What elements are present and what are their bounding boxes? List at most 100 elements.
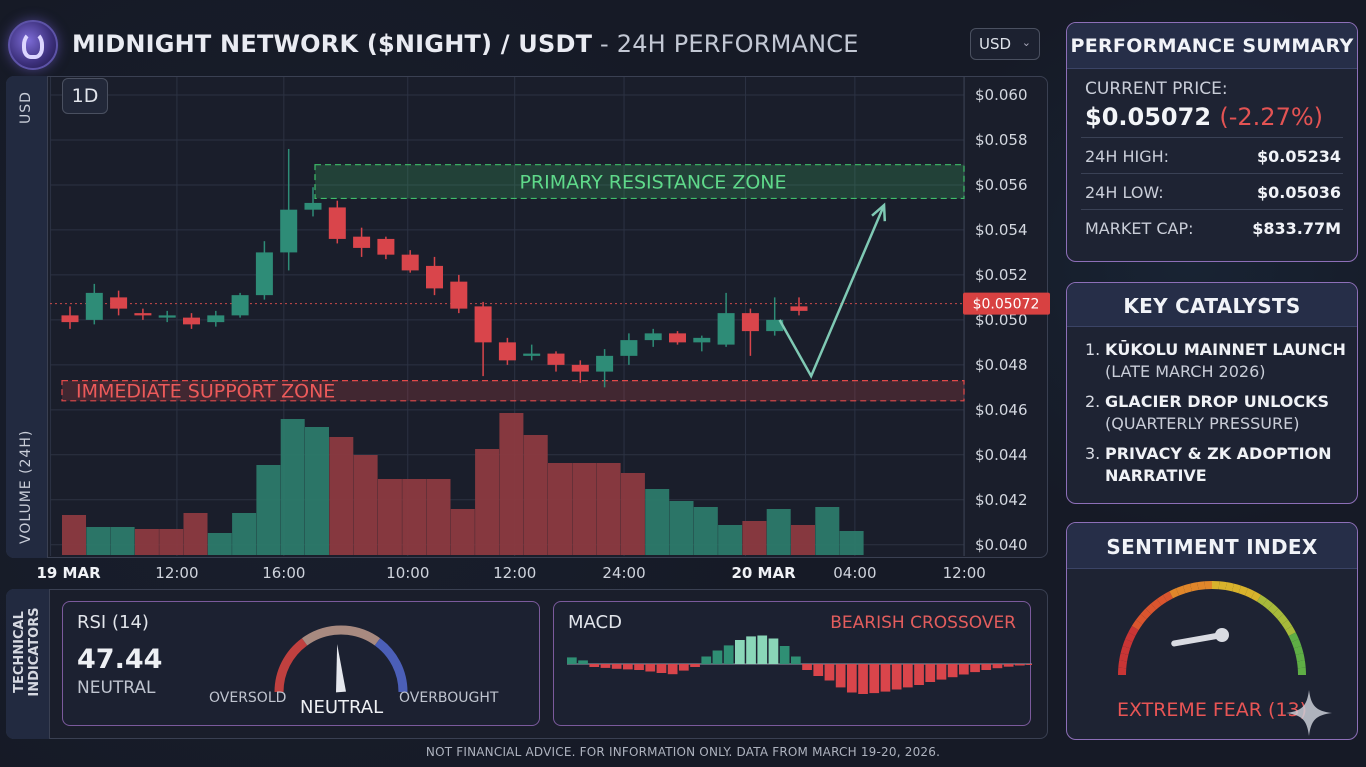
sentiment-gauge-segment	[1288, 632, 1299, 643]
indicators-label-line-1: TECHNICAL	[12, 611, 27, 693]
volume-bar	[86, 527, 111, 555]
catalyst-number: 1.	[1085, 340, 1101, 359]
sentiment-gauge-segment	[1156, 594, 1168, 606]
macd-bar	[947, 664, 958, 678]
sentiment-gauge-segment	[1190, 582, 1199, 592]
macd-bar	[600, 664, 611, 668]
macd-bar	[567, 657, 577, 664]
rsi-gauge-segment	[374, 638, 408, 693]
candle-body	[134, 313, 152, 316]
sentiment-gauge-segment	[1238, 585, 1248, 596]
volume-bar	[207, 533, 232, 555]
key-catalysts-panel: KEY CATALYSTS 1. KŪKOLU MAINNET LAUNCH (L…	[1066, 282, 1358, 504]
candle-body	[498, 342, 516, 361]
projection-line	[778, 204, 886, 379]
x-tick-label: 16:00	[262, 564, 306, 582]
y-tick-label: $0.058	[975, 131, 1028, 149]
volume-bar	[134, 529, 159, 555]
candle-body	[328, 207, 346, 239]
currency-select[interactable]: USD ⌄	[970, 28, 1040, 60]
volume-bar	[183, 513, 208, 555]
volume-bar	[815, 507, 840, 555]
volume-bar	[159, 529, 184, 555]
sentiment-gauge-segment	[1182, 583, 1192, 594]
performance-summary-panel: PERFORMANCE SUMMARY CURRENT PRICE: $0.05…	[1066, 22, 1358, 262]
volume-bar	[572, 463, 597, 555]
sentiment-index-title: SENTIMENT INDEX	[1067, 523, 1357, 569]
macd-bar	[723, 645, 734, 664]
volume-bar	[232, 513, 257, 555]
rsi-card: RSI (14) 47.44 NEUTRAL OVERSOLD OVERBOUG…	[62, 601, 540, 726]
logo-glyph-icon	[22, 31, 44, 59]
volume-bar	[499, 413, 524, 555]
perf-row-high: 24H HIGH: $0.05234	[1081, 137, 1343, 173]
volume-bar	[596, 463, 621, 555]
x-tick-label: 20 MAR	[731, 564, 796, 582]
candle-body	[693, 337, 711, 343]
candle-body	[596, 355, 614, 372]
chevron-down-icon: ⌄	[1021, 36, 1031, 49]
sentiment-gauge-segment	[1122, 639, 1133, 649]
rsi-oversold-label: OVERSOLD	[209, 690, 287, 706]
sentiment-gauge-needle	[1171, 632, 1225, 647]
sentiment-gauge-segment	[1295, 653, 1305, 662]
macd-bar	[679, 664, 689, 671]
candle-body	[474, 306, 492, 343]
perf-row-label: 24H HIGH:	[1085, 147, 1170, 166]
macd-bar	[981, 664, 992, 670]
candle-body	[377, 238, 395, 255]
sentiment-gauge-hub	[1215, 628, 1229, 642]
candle-body	[766, 319, 784, 332]
sentiment-gauge-segment	[1272, 608, 1284, 620]
catalyst-item: 3. PRIVACY & ZK ADOPTION NARRATIVE	[1085, 443, 1355, 487]
y-tick-label: $0.044	[975, 446, 1028, 464]
indicators-label-strip	[6, 589, 50, 739]
macd-bar	[802, 664, 812, 670]
candle-body	[85, 292, 103, 320]
sentiment-gauge-segment	[1256, 594, 1268, 606]
candle-body	[644, 333, 662, 341]
page-title: MIDNIGHT NETWORK ($NIGHT) / USDT - 24H P…	[72, 30, 859, 58]
volume-bar	[669, 501, 694, 555]
axis-label-strip	[6, 76, 48, 558]
perf-row-low: 24H LOW: $0.05036	[1081, 173, 1343, 209]
volume-bar	[377, 479, 402, 555]
x-tick-label: 10:00	[386, 564, 430, 582]
macd-bar	[667, 664, 678, 675]
macd-bar	[1015, 664, 1025, 666]
candle-body	[280, 209, 298, 253]
macd-bar	[835, 664, 846, 688]
candle-body	[523, 353, 541, 356]
title-sub: 24H PERFORMANCE	[616, 30, 859, 58]
macd-bar	[869, 664, 880, 694]
x-tick-label: 12:00	[493, 564, 537, 582]
sentiment-gauge-segment	[1285, 625, 1296, 636]
macd-bar	[824, 664, 835, 681]
candle-body	[426, 265, 443, 289]
candle-body	[571, 364, 589, 372]
sentiment-gauge-segment	[1120, 645, 1131, 655]
macd-bar	[768, 638, 779, 664]
catalyst-item: 2. GLACIER DROP UNLOCKS (QUARTERLY PRESSU…	[1085, 391, 1355, 435]
macd-bar	[746, 636, 756, 664]
x-tick-label: 04:00	[833, 564, 877, 582]
candle-body	[110, 297, 128, 309]
sentiment-gauge-segment	[1145, 603, 1157, 615]
macd-title: MACD	[568, 612, 622, 633]
volume-bar	[548, 463, 572, 555]
perf-row-value: $833.77M	[1252, 219, 1341, 238]
macd-bar	[779, 646, 790, 664]
catalyst-subtitle: (QUARTERLY PRESSURE)	[1105, 414, 1300, 433]
title-separator: -	[592, 30, 617, 58]
timeframe-button[interactable]: 1D	[62, 78, 108, 114]
macd-bar	[1026, 664, 1032, 665]
macd-bar	[959, 664, 969, 675]
catalyst-subtitle: (LATE MARCH 2026)	[1105, 362, 1266, 381]
candle-body	[717, 313, 735, 345]
macd-bar	[735, 640, 745, 664]
volume-bar	[305, 427, 329, 555]
macd-bar	[791, 656, 801, 664]
candle-body	[158, 315, 176, 318]
rsi-gauge-segment	[274, 638, 308, 693]
